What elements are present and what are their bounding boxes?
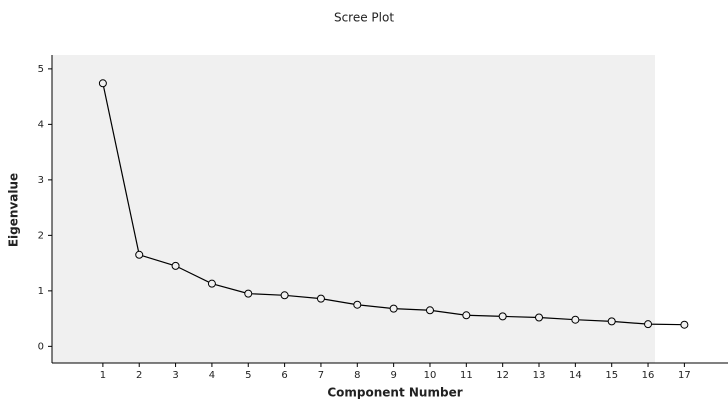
y-tick-label: 3 — [38, 175, 44, 186]
y-tick-label: 1 — [38, 286, 44, 297]
plot-background — [52, 55, 655, 363]
x-tick-label: 4 — [209, 370, 215, 381]
chart-title: Scree Plot — [334, 11, 394, 25]
y-tick-label: 2 — [38, 230, 44, 241]
data-point — [608, 318, 615, 325]
data-point — [172, 262, 179, 269]
x-tick-label: 10 — [424, 370, 437, 381]
x-tick-label: 16 — [642, 370, 655, 381]
x-tick-label: 5 — [245, 370, 251, 381]
y-tick-label: 5 — [38, 64, 44, 75]
data-point — [317, 295, 324, 302]
x-tick-label: 6 — [281, 370, 287, 381]
x-tick-label: 11 — [460, 370, 473, 381]
data-point — [536, 314, 543, 321]
data-point — [390, 305, 397, 312]
y-tick-label: 0 — [38, 341, 44, 352]
data-point — [245, 290, 252, 297]
y-axis-label: Eigenvalue — [7, 173, 21, 247]
x-tick-label: 7 — [318, 370, 324, 381]
data-point — [645, 321, 652, 328]
data-point — [281, 292, 288, 299]
x-tick-label: 1 — [100, 370, 106, 381]
x-tick-label: 12 — [496, 370, 509, 381]
x-tick-label: 3 — [172, 370, 178, 381]
data-point — [572, 316, 579, 323]
x-tick-label: 2 — [136, 370, 142, 381]
data-point — [99, 80, 106, 87]
chart: Scree Plot Component Number Eigenvalue 0… — [0, 0, 728, 405]
x-tick-label: 15 — [605, 370, 618, 381]
data-point — [426, 307, 433, 314]
data-point — [463, 312, 470, 319]
x-tick-label: 14 — [569, 370, 582, 381]
page: Scree Plot Component Number Eigenvalue 0… — [0, 0, 728, 405]
data-point — [208, 280, 215, 287]
x-tick-label: 17 — [678, 370, 691, 381]
y-tick-label: 4 — [38, 119, 44, 130]
data-point — [681, 321, 688, 328]
data-point — [499, 313, 506, 320]
x-tick-label: 8 — [354, 370, 360, 381]
data-point — [354, 301, 361, 308]
x-tick-label: 13 — [533, 370, 546, 381]
data-point — [136, 251, 143, 258]
x-axis-label: Component Number — [327, 386, 462, 400]
x-tick-label: 9 — [390, 370, 396, 381]
